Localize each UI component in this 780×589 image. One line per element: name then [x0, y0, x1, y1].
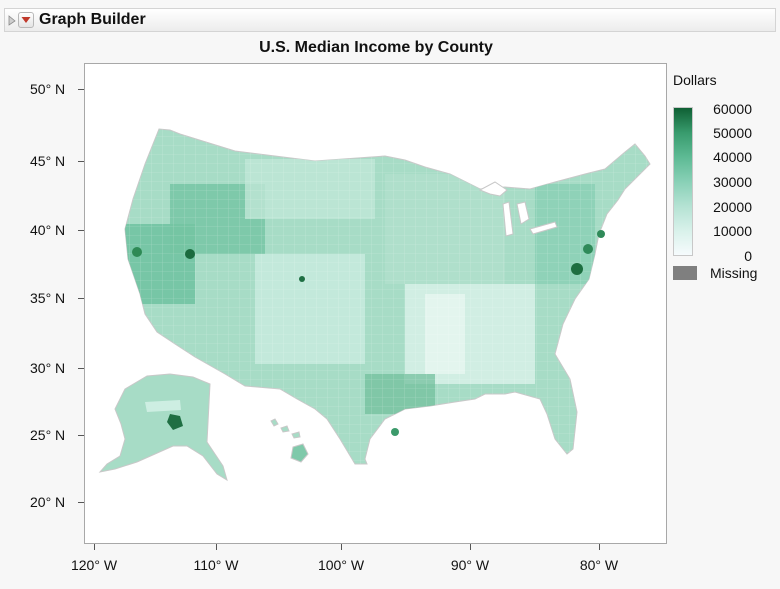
x-tick-mark: [94, 544, 95, 550]
y-tick-mark: [78, 368, 84, 369]
lake-huron: [516, 201, 530, 225]
y-tick-mark: [78, 89, 84, 90]
legend-label: 0: [744, 248, 752, 264]
red-triangle-menu-button[interactable]: [18, 12, 34, 28]
us-county-map: [98, 128, 651, 482]
new-jersey-mark: [583, 244, 593, 254]
legend-label: 40000: [713, 149, 752, 165]
x-tick-mark: [470, 544, 471, 550]
x-tick-label: 120° W: [70, 557, 118, 573]
y-tick-mark: [78, 435, 84, 436]
y-tick-label: 30° N: [30, 360, 66, 376]
lake-michigan: [502, 201, 514, 237]
graph-builder-header: Graph Builder: [4, 8, 776, 32]
disclosure-triangle-icon[interactable]: [8, 13, 17, 27]
missing-label: Missing: [710, 265, 758, 281]
hawaii-kauai: [270, 418, 279, 427]
y-tick-label: 40° N: [30, 222, 66, 238]
hawaii-maui: [291, 431, 301, 439]
y-tick-label: 20° N: [30, 494, 66, 510]
x-tick-label: 80° W: [579, 557, 619, 573]
region-shading: [125, 129, 650, 464]
hawaii-big-island: [290, 443, 309, 463]
lake-erie: [529, 221, 558, 235]
y-tick-mark: [78, 230, 84, 231]
y-tick-mark: [78, 502, 84, 503]
legend-label: 60000: [713, 101, 752, 117]
y-tick-label: 25° N: [30, 427, 66, 443]
legend-label: 30000: [713, 174, 752, 190]
houston-mark: [391, 428, 399, 436]
lake-superior: [478, 181, 508, 197]
legend-label: 10000: [713, 223, 752, 239]
x-tick-label: 100° W: [317, 557, 365, 573]
y-tick-mark: [78, 298, 84, 299]
missing-swatch: [673, 266, 697, 280]
wyoming-dark-mark: [185, 249, 195, 259]
x-tick-mark: [341, 544, 342, 550]
chart-title: U.S. Median Income by County: [259, 39, 493, 56]
x-tick-mark: [599, 544, 600, 550]
legend-label: 50000: [713, 125, 752, 141]
window-title: Graph Builder: [39, 11, 146, 28]
connecticut-mark: [597, 230, 605, 238]
x-tick-label: 90° W: [450, 557, 490, 573]
dc-area-mark: [571, 263, 583, 275]
alaska-interior: [145, 400, 181, 412]
red-dropdown-menu-icon: [21, 17, 31, 23]
y-tick-label: 50° N: [30, 81, 66, 97]
y-tick-mark: [78, 161, 84, 162]
legend-label: 20000: [713, 199, 752, 215]
y-tick-label: 35° N: [30, 290, 66, 306]
y-tick-label: 45° N: [30, 153, 66, 169]
bay-area-mark: [132, 247, 142, 257]
anchorage-mark: [167, 414, 183, 430]
color-scale-bar: [673, 107, 693, 256]
colorado-dark-mark: [299, 276, 305, 282]
x-tick-label: 110° W: [193, 557, 239, 573]
legend-title: Dollars: [673, 72, 717, 88]
map-plot-area[interactable]: [84, 63, 667, 544]
x-tick-mark: [216, 544, 217, 550]
county-boundaries: [125, 129, 650, 464]
alaska-shape: [98, 373, 228, 482]
hawaii-oahu: [280, 425, 290, 433]
